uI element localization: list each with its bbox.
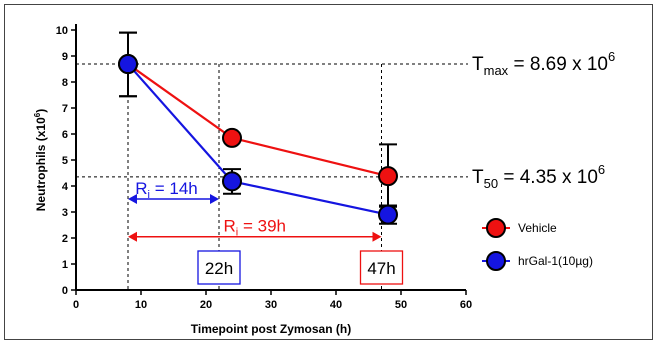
x-tick-label-0: 0: [73, 299, 79, 311]
ri-vehicle-label: Ri = 39h: [224, 217, 286, 239]
legend-marker-1: [486, 251, 506, 271]
x-axis-label: Timepoint post Zymosan (h): [191, 322, 351, 336]
figure-frame: [4, 4, 653, 340]
ri-hrgal-arrow-head-right: [210, 194, 219, 204]
data-point-0-1: [222, 127, 242, 148]
ri-hrgal-arrow-head-left: [128, 194, 137, 204]
legend-marker-0: [486, 218, 506, 238]
x-tick-label-10: 10: [135, 299, 147, 311]
legend-label-1: hrGal-1(10µg): [518, 254, 593, 268]
tmax-label: Tmax = 8.69 x 106: [472, 49, 615, 78]
x-tick-label-30: 30: [265, 299, 277, 311]
ri-vehicle-arrow-head-left: [128, 231, 137, 242]
y-tick-label-0: 0: [62, 285, 68, 297]
data-point-0-2: [378, 166, 398, 187]
plot-area: 0 1 2 3 4 5 6 7 8 9 10 0 10 20 30 40 50 60 Timepoint post …: [33, 24, 615, 336]
y-tick-label-1: 1: [62, 259, 68, 271]
y-tick-label-8: 8: [62, 77, 68, 89]
y-tick-label-3: 3: [62, 207, 68, 219]
y-tick-label-7: 7: [62, 103, 68, 115]
box-22h-frame: [197, 250, 241, 285]
y-tick-label-2: 2: [62, 233, 68, 245]
series-line-0: [127, 63, 389, 178]
x-tick-label-50: 50: [395, 299, 407, 311]
y-tick-label-4: 4: [62, 181, 69, 193]
data-point-1-2: [378, 204, 398, 225]
t50-label: T50 = 4.35 x 106: [472, 162, 605, 191]
box-47h-label: 47h: [367, 259, 395, 278]
y-tick-label-5: 5: [62, 155, 68, 167]
x-tick-label-20: 20: [200, 299, 212, 311]
data-point-1-1: [222, 171, 242, 192]
y-tick-label-9: 9: [62, 51, 68, 63]
ri-vehicle-arrow-head-right: [372, 231, 382, 242]
ri-hrgal-label: Ri = 14h: [135, 179, 197, 201]
y-tick-label-10: 10: [56, 25, 68, 37]
legend-label-0: Vehicle: [518, 221, 557, 235]
box-22h-label: 22h: [205, 259, 233, 278]
x-tick-label-60: 60: [460, 299, 472, 311]
x-tick-label-40: 40: [330, 299, 342, 311]
data-point-1-0: [118, 54, 138, 75]
y-tick-label-6: 6: [62, 129, 68, 141]
box-47h-frame: [359, 250, 404, 285]
y-axis-label: Neutrophils (x106): [33, 109, 48, 211]
